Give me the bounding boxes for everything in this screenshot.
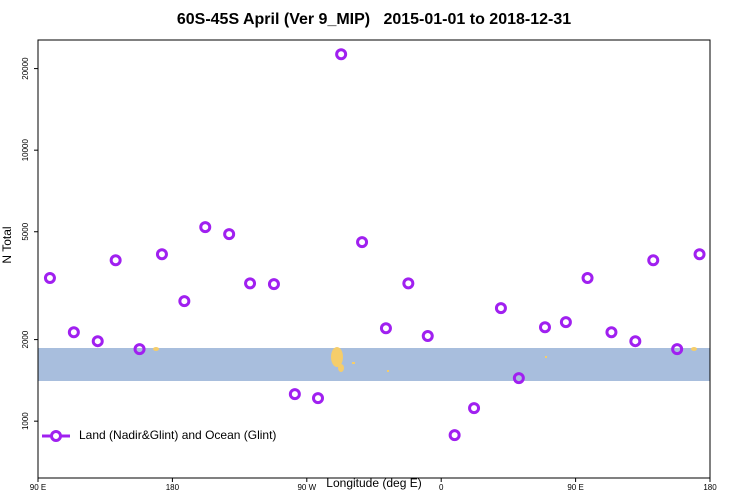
data-point [693, 248, 706, 261]
data-point [91, 335, 104, 348]
data-point [356, 236, 369, 249]
x-tick-label: 90 W [297, 483, 316, 492]
data-point [581, 272, 594, 285]
y-tick-label: 20000 [21, 57, 30, 80]
y-tick-label: 1000 [21, 412, 30, 430]
legend-label: Land (Nadir&Glint) and Ocean (Glint) [79, 428, 276, 442]
data-point [421, 330, 434, 343]
data-point [512, 372, 525, 385]
chart-title: 60S-45S April (Ver 9_MIP) 2015-01-01 to … [177, 11, 571, 28]
data-point [559, 316, 572, 329]
y-tick-label: 10000 [21, 138, 30, 161]
data-point [178, 295, 191, 308]
data-point [155, 248, 168, 261]
x-tick-label: 0 [439, 483, 444, 492]
land-patches [153, 347, 697, 372]
x-tick-label: 90 E [30, 483, 46, 492]
data-point [468, 402, 481, 415]
data-point [67, 326, 80, 339]
data-point [629, 335, 642, 348]
data-point [402, 277, 415, 290]
data-point [312, 392, 324, 405]
y-tick-label: 5000 [21, 222, 30, 240]
data-point [43, 272, 56, 285]
data-point [244, 277, 257, 290]
data-point [267, 278, 280, 291]
plot-frame [37, 39, 711, 479]
data-point [223, 228, 236, 241]
data-point [647, 254, 660, 267]
y-axis-title: N Total [0, 226, 14, 263]
data-point [538, 321, 551, 334]
legend-marker [50, 430, 62, 442]
data-point [288, 388, 301, 401]
x-tick-label: 180 [166, 483, 180, 492]
data-point [605, 326, 618, 339]
data-point [133, 343, 146, 356]
data-point [671, 343, 684, 356]
x-axis-title: Longitude (deg E) [326, 476, 421, 490]
x-tick-label: 180 [703, 483, 717, 492]
data-point [448, 429, 461, 442]
data-point [379, 322, 392, 335]
x-tick-label: 90 E [567, 483, 583, 492]
data-point [199, 221, 212, 234]
data-point [494, 302, 507, 315]
data-point [335, 48, 348, 61]
data-point [109, 254, 122, 267]
map-band [38, 348, 710, 381]
y-tick-label: 2000 [21, 330, 30, 348]
